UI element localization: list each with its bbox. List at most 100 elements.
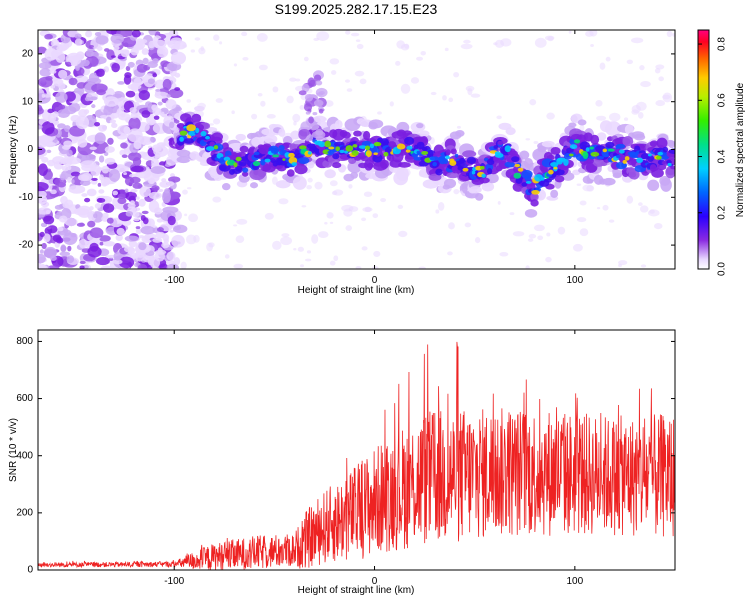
spectrogram-cell bbox=[233, 162, 238, 168]
spectrogram-cell bbox=[293, 248, 297, 251]
spectrogram-cell bbox=[147, 78, 155, 85]
spectrogram-cell bbox=[119, 149, 126, 156]
spectrogram-cell bbox=[156, 227, 164, 233]
spectrogram-cell bbox=[52, 111, 59, 118]
spectrogram-cell bbox=[628, 169, 640, 180]
spectrogram-cell bbox=[113, 251, 122, 261]
spectrogram-cell bbox=[590, 44, 594, 48]
spectrogram-cell bbox=[141, 110, 151, 118]
spectrogram-cell bbox=[89, 206, 94, 211]
spectrogram-cell bbox=[123, 74, 132, 85]
spectrogram-cell bbox=[364, 145, 371, 151]
spectrogram-cell bbox=[441, 155, 446, 159]
spectrogram-cell bbox=[557, 226, 566, 235]
spectrogram-cell bbox=[631, 109, 640, 115]
snr-y-tick-label: 800 bbox=[16, 336, 33, 347]
spectrogram-cell bbox=[260, 100, 266, 107]
spectrogram-cell bbox=[655, 64, 665, 70]
spectrogram-cell bbox=[447, 251, 453, 256]
spectrogram-cell bbox=[596, 207, 601, 210]
snr-series-line bbox=[38, 341, 675, 570]
spectrogram-cell bbox=[638, 202, 643, 207]
spectrogram-cell bbox=[70, 232, 77, 238]
spectrogram-cell bbox=[96, 46, 103, 51]
spectrogram-x-label: Height of straight line (km) bbox=[298, 285, 415, 296]
spectrogram-cell bbox=[533, 224, 545, 232]
spectrogram-cell bbox=[132, 182, 143, 189]
spectrogram-cell bbox=[66, 255, 75, 264]
spectrogram-cell bbox=[649, 140, 659, 148]
spectrogram-cell bbox=[442, 95, 447, 101]
spectrogram-cell bbox=[324, 140, 332, 148]
spectrogram-cell bbox=[649, 209, 655, 214]
spectrogram-cell bbox=[524, 209, 538, 218]
spectrogram-cell bbox=[326, 212, 334, 219]
spectrogram-cell bbox=[39, 249, 44, 254]
spectrogram-cell bbox=[352, 144, 358, 148]
spectrogram-cell bbox=[191, 113, 202, 123]
spectrogram-cell bbox=[223, 156, 231, 162]
spectrogram-cell bbox=[317, 231, 329, 239]
spectrogram-cell bbox=[278, 198, 289, 205]
spectrogram-cell bbox=[148, 191, 162, 200]
spectrogram-cell bbox=[658, 76, 664, 82]
spectrogram-cell bbox=[604, 121, 622, 137]
spectrogram-cell bbox=[368, 119, 384, 129]
snr-x-label: Height of straight line (km) bbox=[298, 585, 415, 596]
spectrogram-cell bbox=[116, 107, 125, 116]
spectrogram-cell bbox=[513, 172, 522, 179]
spectrogram-cell bbox=[103, 240, 116, 247]
spectrogram-cell bbox=[294, 164, 308, 175]
spectrogram-cell bbox=[124, 235, 139, 242]
spectrogram-cell bbox=[662, 92, 673, 103]
spectrogram-cell bbox=[586, 158, 594, 164]
spectrogram-cell bbox=[129, 200, 135, 206]
spectrogram-cell bbox=[443, 178, 457, 189]
spectrogram-cell bbox=[445, 155, 450, 160]
spectrogram-cell bbox=[318, 90, 325, 95]
spectrogram-cell bbox=[123, 42, 129, 48]
spectrogram-cell bbox=[80, 59, 90, 67]
spectrogram-cell bbox=[257, 92, 263, 97]
spectrogram-cell bbox=[297, 157, 310, 164]
spectrogram-cell bbox=[335, 146, 341, 152]
spectrogram-cell bbox=[40, 201, 50, 208]
spectrogram-cell bbox=[430, 91, 437, 96]
spectrogram-cell bbox=[272, 154, 280, 158]
spectrogram-cell bbox=[264, 134, 278, 144]
spectrogram-cell bbox=[166, 155, 177, 166]
spectrogram-cell bbox=[589, 146, 594, 150]
spectrogram-cell bbox=[200, 46, 205, 51]
spectrogram-cell bbox=[301, 205, 307, 208]
spectrogram-cell bbox=[54, 204, 64, 210]
spectrogram-cell bbox=[343, 208, 353, 217]
spectrogram-cell bbox=[215, 98, 223, 103]
snr-x-tick-label: 0 bbox=[372, 576, 378, 587]
spectrogram-cell bbox=[333, 255, 339, 262]
spectrogram-cell bbox=[596, 115, 607, 121]
spectrogram-cell bbox=[121, 50, 129, 58]
spectrogram-cell bbox=[582, 151, 589, 159]
spectrogram-cell bbox=[103, 96, 119, 107]
spectrogram-cell bbox=[355, 39, 361, 42]
spectrogram-cell bbox=[290, 130, 301, 140]
spectrogram-cell bbox=[235, 133, 247, 141]
spectrogram-cell bbox=[59, 173, 66, 181]
spectrogram-cell bbox=[667, 162, 672, 167]
spectrogram-cell bbox=[437, 201, 445, 211]
snr-x-tick-label: 100 bbox=[566, 576, 583, 587]
spectrogram-cell bbox=[136, 63, 148, 73]
spectrogram-cell bbox=[127, 61, 135, 68]
spectrogram-cell bbox=[308, 116, 314, 124]
spectrogram-cell bbox=[550, 162, 559, 167]
spectrogram-cell bbox=[363, 130, 371, 141]
spectrogram-cell bbox=[450, 148, 457, 155]
spectrogram-cell bbox=[147, 61, 158, 68]
spectrogram-cell bbox=[235, 156, 242, 162]
spectrogram-cell bbox=[345, 30, 351, 35]
spectrogram-cell bbox=[67, 245, 72, 252]
spectrogram-cell bbox=[80, 160, 97, 168]
spectrogram-x-tick-label: 100 bbox=[566, 275, 583, 286]
spectrogram-cell bbox=[668, 140, 675, 149]
spectrogram-cell bbox=[43, 215, 55, 225]
